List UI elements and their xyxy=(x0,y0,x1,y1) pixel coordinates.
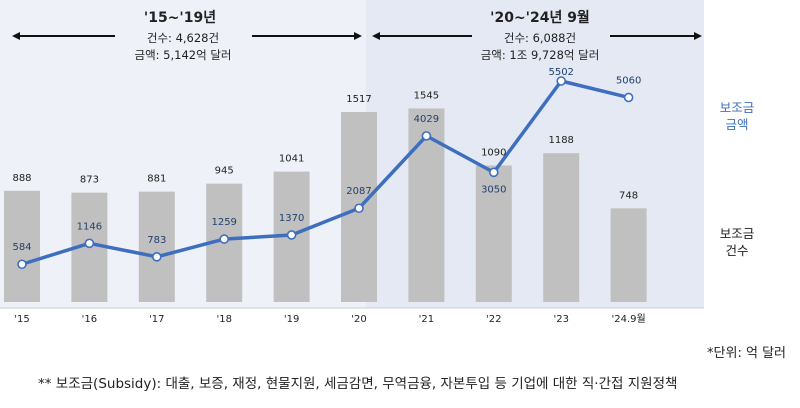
x-tick-label-0: '15 xyxy=(14,314,29,325)
line-point-3 xyxy=(219,234,229,244)
line-point-2 xyxy=(152,252,162,262)
x-tick-label-4: '19 xyxy=(284,314,299,325)
legend-amount-line1: 보조금 xyxy=(720,100,755,115)
line-label-9: 5060 xyxy=(616,75,641,86)
bar-label-6: 1545 xyxy=(414,90,439,101)
line-label-7: 3050 xyxy=(481,184,506,195)
x-tick-label-3: '18 xyxy=(216,314,231,325)
bar-0 xyxy=(4,190,40,302)
bar-label-4: 1041 xyxy=(279,154,304,165)
line-label-1: 1146 xyxy=(77,221,102,232)
legend-count-line2: 건수 xyxy=(725,243,748,258)
period-amount-2015-2019: 금액: 5,142억 달러 xyxy=(134,48,231,62)
bar-label-8: 1188 xyxy=(548,135,573,146)
bar-label-2: 881 xyxy=(147,174,166,185)
bar-label-3: 945 xyxy=(215,166,234,177)
line-label-2: 783 xyxy=(147,235,166,246)
line-label-6: 4029 xyxy=(414,114,439,125)
line-point-9 xyxy=(623,92,634,103)
period-count-2020-2024: 건수: 6,088건 xyxy=(504,31,576,45)
line-series xyxy=(17,76,634,270)
line-point-8 xyxy=(556,76,567,86)
line-label-8: 5502 xyxy=(548,67,573,78)
x-tick-label-6: '21 xyxy=(419,314,434,325)
bar-label-7: 1090 xyxy=(481,147,506,158)
x-tick-label-2: '17 xyxy=(149,314,164,325)
line-point-7 xyxy=(488,167,499,178)
period-backgrounds xyxy=(0,0,704,308)
data-labels: 888 873 881 945 1041 1517 1545 1090 1188 748 584 11… xyxy=(12,67,641,253)
bar-7 xyxy=(475,165,512,302)
bar-label-5: 1517 xyxy=(346,94,371,105)
line-label-5: 2087 xyxy=(346,186,371,197)
line-point-6 xyxy=(421,131,432,141)
x-tick-label-7: '22 xyxy=(486,314,501,325)
line-point-1 xyxy=(84,238,95,249)
bar-2 xyxy=(138,191,175,302)
x-tick-label-1: '16 xyxy=(82,314,97,325)
bar-label-1: 873 xyxy=(80,175,99,186)
line-point-5 xyxy=(354,203,364,214)
x-tick-label-8: '23 xyxy=(553,314,568,325)
bar-label-0: 888 xyxy=(12,173,31,184)
bar-8 xyxy=(543,153,580,302)
period-amount-2020-2024: 금액: 1조 9,728억 달러 xyxy=(481,48,600,62)
bar-series xyxy=(4,108,647,303)
legend-count-line1: 보조금 xyxy=(720,226,755,241)
x-tick-label-9: '24.9월 xyxy=(611,313,645,325)
x-axis: '15 '16 '17 '18 '19 '20 '21 '22 '23 '24.9월 xyxy=(0,307,704,325)
bar-label-9: 748 xyxy=(619,190,638,201)
bar-9 xyxy=(610,208,647,302)
period-arrowhead-left-a xyxy=(12,32,20,40)
period-arrowhead-right-b xyxy=(694,32,702,40)
period-bg-2015-2019 xyxy=(0,0,366,308)
period-title-2020-2024: '20~'24년 9월 xyxy=(490,9,590,26)
period-count-2015-2019: 건수: 4,628건 xyxy=(147,31,219,45)
line-label-0: 584 xyxy=(12,242,31,253)
line-label-3: 1259 xyxy=(211,217,236,228)
x-tick-label-5: '20 xyxy=(351,314,366,325)
definition-note: ** 보조금(Subsidy): 대출, 보증, 재정, 현물지원, 세금감면,… xyxy=(38,376,678,392)
period-arrowhead-right-a xyxy=(372,32,380,40)
legend-amount-line2: 금액 xyxy=(725,117,748,132)
amount-line xyxy=(21,79,630,266)
period-title-2015-2019: '15~'19년 xyxy=(144,10,216,26)
unit-note: *단위: 억 달러 xyxy=(707,346,786,361)
line-point-4 xyxy=(286,230,297,240)
period-arrowhead-left-b xyxy=(354,32,362,40)
line-label-4: 1370 xyxy=(279,213,304,224)
line-point-0 xyxy=(17,259,27,270)
